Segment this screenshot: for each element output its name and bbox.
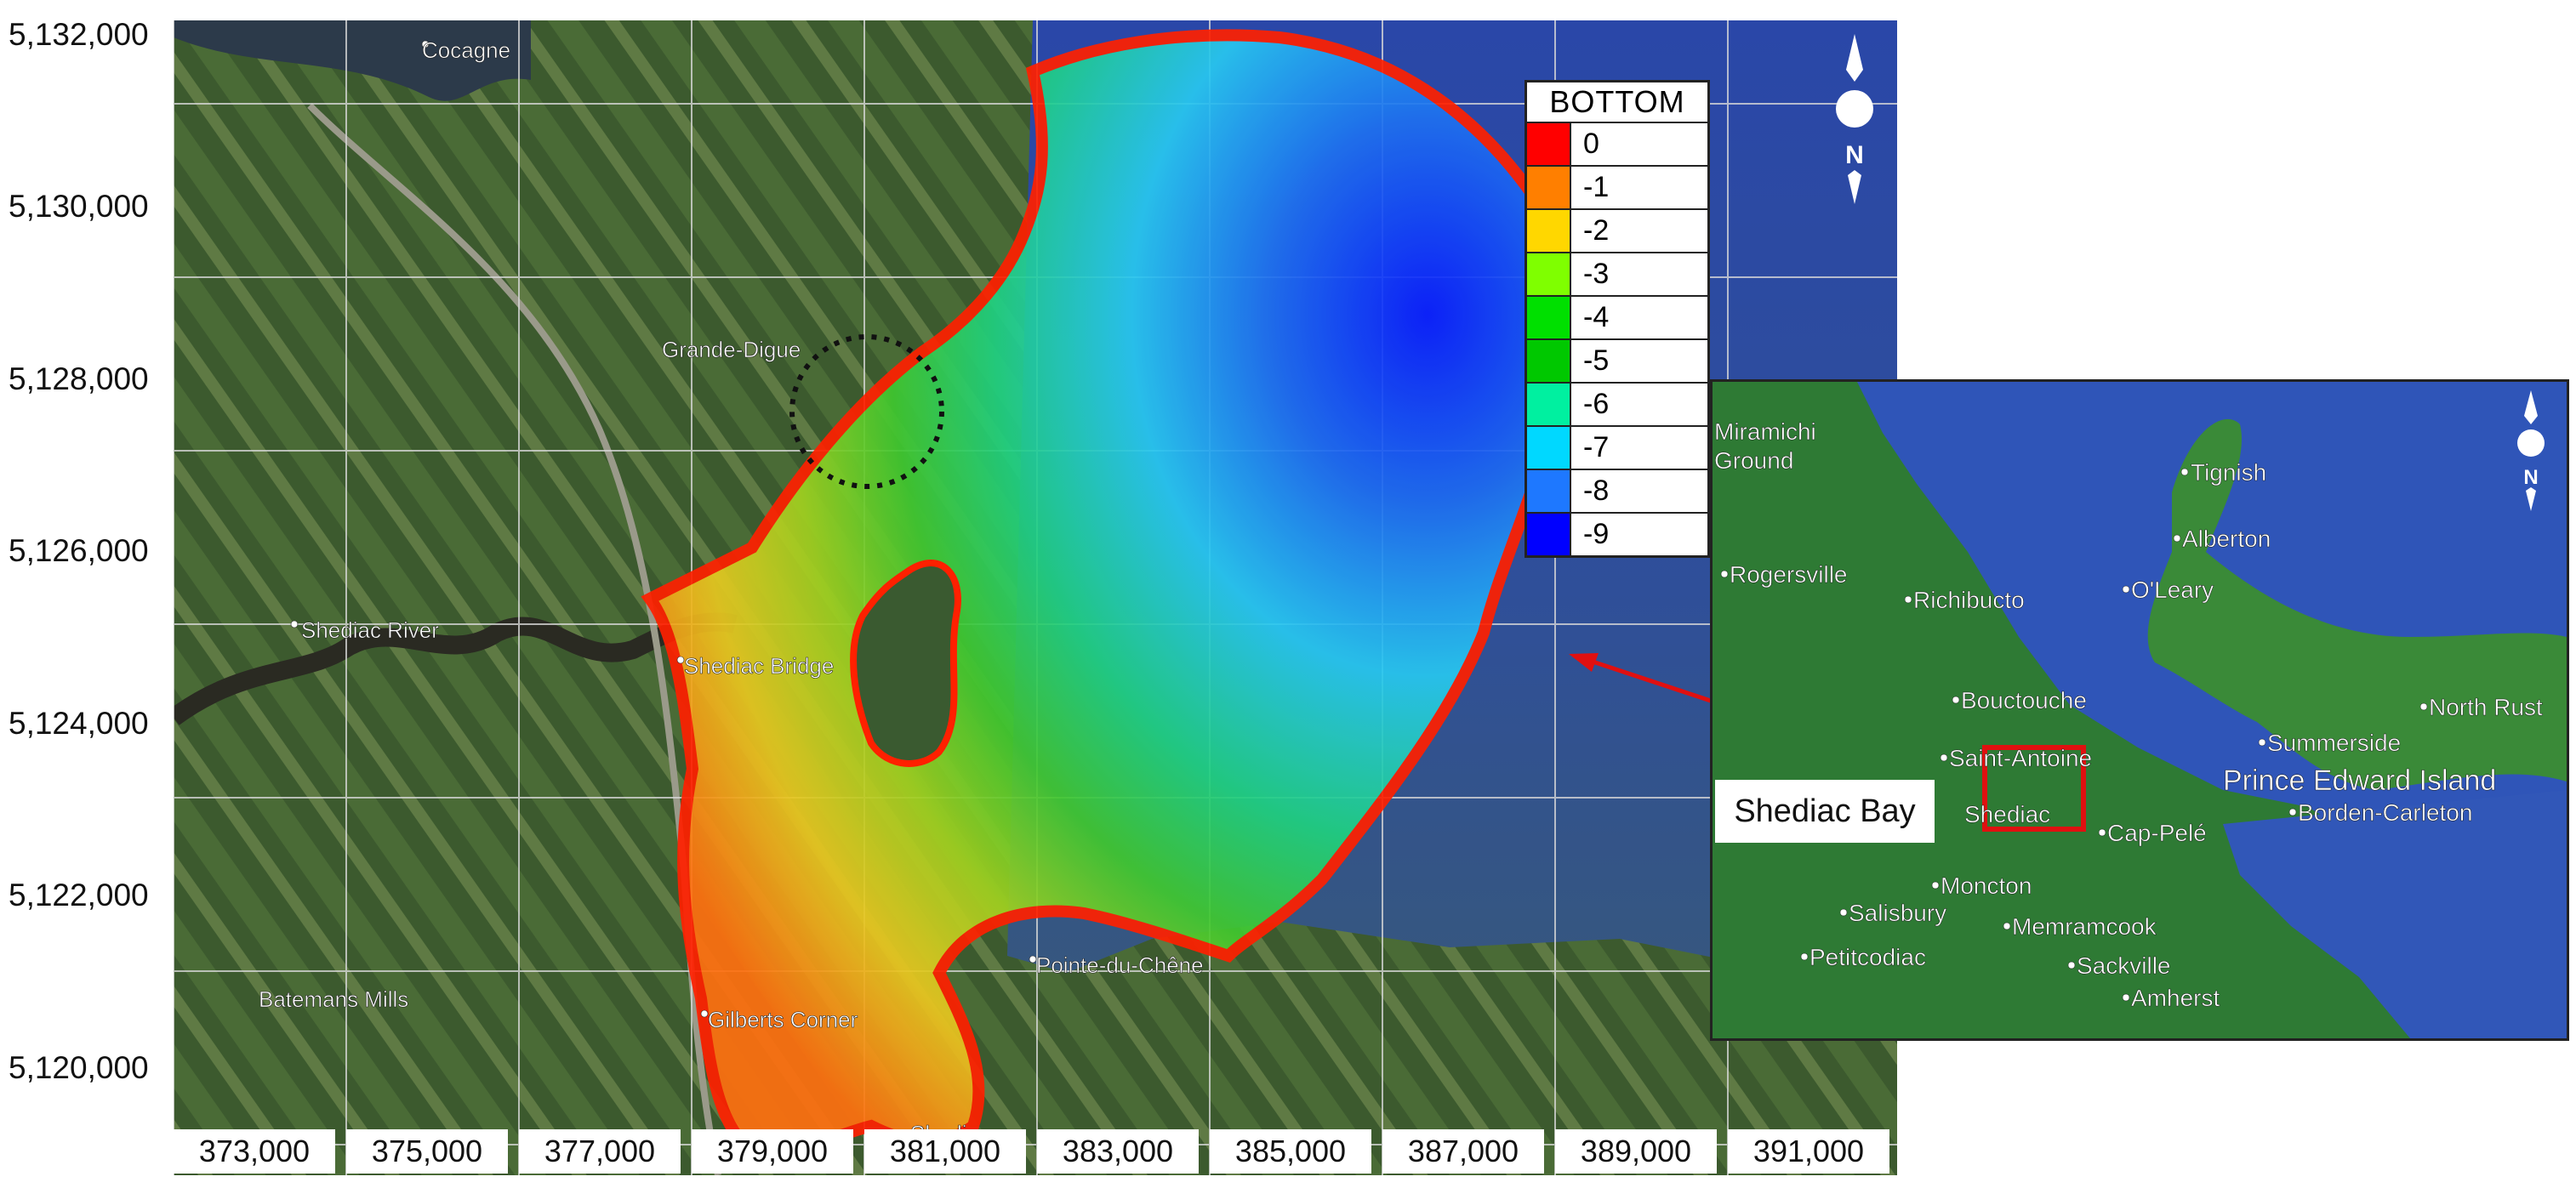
north-label: N — [2523, 466, 2538, 489]
x-axis-label: 373,000 — [174, 1129, 335, 1174]
place-label: O'Leary — [2131, 577, 2214, 603]
place-label: Bouctouche — [1961, 687, 2087, 713]
inset-label: Shediac Bay — [1715, 780, 1935, 843]
x-axis-label: 389,000 — [1555, 1129, 1717, 1174]
legend-label: 0 — [1583, 128, 1599, 160]
legend-label: -5 — [1583, 344, 1610, 377]
legend-swatch — [1527, 123, 1571, 165]
legend-item: -3 — [1527, 253, 1707, 297]
legend-label: -9 — [1583, 518, 1610, 550]
legend-label: -1 — [1583, 171, 1610, 203]
legend-swatch — [1527, 384, 1571, 425]
place-label: Shediac River — [301, 617, 439, 643]
legend-swatch — [1527, 514, 1571, 555]
x-axis-label: 379,000 — [692, 1129, 853, 1174]
y-axis-label: 5,130,000 — [9, 189, 149, 224]
legend-item: -5 — [1527, 340, 1707, 384]
legend-label: -2 — [1583, 214, 1610, 247]
place-label: Cocagne — [422, 37, 510, 63]
place-label: Gilberts Corner — [708, 1007, 858, 1032]
legend-label: -4 — [1583, 301, 1610, 333]
place-label: Moncton — [1941, 873, 2032, 899]
place-label: Rogersville — [1730, 561, 1848, 588]
place-label: Summerside — [2267, 730, 2401, 756]
place-label: Ground — [1714, 447, 1793, 474]
legend-swatch — [1527, 253, 1571, 295]
y-axis-label: 5,128,000 — [9, 361, 149, 396]
legend-swatch — [1527, 340, 1571, 382]
place-label: Sackville — [2077, 952, 2170, 979]
place-label: Shediac — [1964, 801, 2050, 827]
place-label: Amherst — [2131, 985, 2220, 1011]
place-label: Memramcook — [2012, 913, 2157, 940]
place-label: Tignish — [2191, 459, 2266, 486]
x-axis-label: 383,000 — [1037, 1129, 1199, 1174]
legend-item: -4 — [1527, 297, 1707, 340]
x-axis-label: 387,000 — [1382, 1129, 1544, 1174]
y-axis-label: 5,122,000 — [9, 878, 149, 912]
legend-item: -1 — [1527, 167, 1707, 210]
legend-label: -6 — [1583, 388, 1610, 420]
place-label: Petitcodiac — [1809, 944, 1926, 970]
legend-item: -7 — [1527, 427, 1707, 470]
place-label: Salisbury — [1849, 900, 1946, 926]
y-axis-label: 5,120,000 — [9, 1050, 149, 1085]
place-label: Shediac Bridge — [684, 653, 834, 679]
north-arrow-icon: N — [2517, 390, 2545, 511]
inset-map: Miramichi Ground Tignish Alberton Rogers… — [1710, 379, 2569, 1041]
place-label: Richibucto — [1913, 587, 2025, 613]
legend-swatch — [1527, 210, 1571, 252]
x-axis-label: 385,000 — [1210, 1129, 1371, 1174]
legend-title: BOTTOM — [1527, 82, 1707, 123]
legend-label: -8 — [1583, 475, 1610, 507]
x-axis-label: 391,000 — [1728, 1129, 1889, 1174]
legend-swatch — [1527, 297, 1571, 338]
y-axis-label: 5,132,000 — [9, 17, 149, 52]
place-label: Miramichi — [1714, 418, 1816, 445]
y-axis-label: 5,126,000 — [9, 533, 149, 568]
place-label: Cap-Pelé — [2107, 820, 2207, 846]
legend-item: -6 — [1527, 384, 1707, 427]
legend-swatch — [1527, 167, 1571, 208]
x-axis-label: 381,000 — [864, 1129, 1026, 1174]
place-label: Prince Edward Island — [2223, 765, 2496, 797]
place-label: North Rust — [2429, 694, 2543, 720]
legend-label: -7 — [1583, 431, 1610, 463]
legend-item: -8 — [1527, 470, 1707, 514]
place-label: Saint-Antoine — [1949, 745, 2092, 771]
legend-swatch — [1527, 470, 1571, 512]
y-axis-label: 5,124,000 — [9, 706, 149, 741]
legend-swatch — [1527, 427, 1571, 469]
place-label: Borden-Carleton — [2298, 799, 2472, 826]
place-label: Alberton — [2182, 526, 2271, 552]
legend-item: -2 — [1527, 210, 1707, 253]
north-arrow-icon: N — [1836, 34, 1873, 204]
x-axis-label: 377,000 — [519, 1129, 681, 1174]
x-axis-label: 375,000 — [346, 1129, 508, 1174]
legend-item: -9 — [1527, 514, 1707, 555]
north-label: N — [1845, 141, 1864, 169]
place-label: Pointe-du-Chêne — [1036, 952, 1204, 978]
place-label: Grande-Digue — [662, 337, 801, 362]
legend: BOTTOM 0 -1 -2 -3 -4 -5 -6 -7 -8 -9 — [1525, 80, 1710, 558]
legend-item: 0 — [1527, 123, 1707, 167]
legend-label: -3 — [1583, 258, 1610, 290]
place-label: Batemans Mills — [259, 986, 408, 1012]
